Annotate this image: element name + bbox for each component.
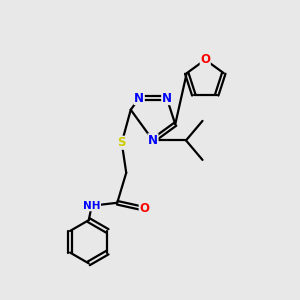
Text: N: N <box>148 134 158 147</box>
Text: N: N <box>134 92 144 105</box>
Text: O: O <box>200 53 210 66</box>
Text: O: O <box>139 202 149 215</box>
Text: N: N <box>162 92 172 105</box>
Text: S: S <box>118 136 126 149</box>
Text: NH: NH <box>83 201 100 211</box>
